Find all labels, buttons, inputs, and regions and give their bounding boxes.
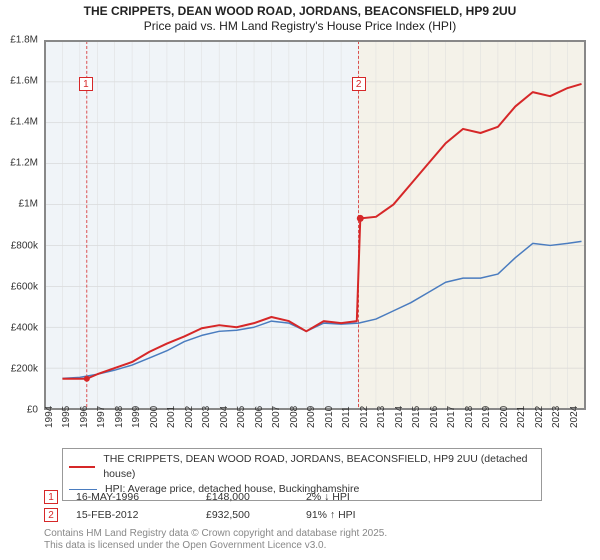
chart-marker-box: 1 [79,77,93,91]
x-tick-label: 2009 [306,406,317,428]
x-tick-label: 2024 [569,406,580,428]
x-tick-label: 2004 [219,406,230,428]
x-tick-label: 1994 [44,406,55,428]
y-axis-labels: £0£200k£400k£600k£800k£1M£1.2M£1.4M£1.6M… [0,40,42,410]
y-tick-label: £400k [11,322,38,333]
x-tick-label: 2015 [411,406,422,428]
x-tick-label: 2006 [254,406,265,428]
y-tick-label: £1.4M [10,117,38,128]
x-tick-label: 2011 [341,406,352,428]
chart-svg [44,40,586,410]
marker-table-box: 1 [44,490,58,504]
marker-date: 15-FEB-2012 [76,509,206,521]
legend-row: THE CRIPPETS, DEAN WOOD ROAD, JORDANS, B… [69,452,535,482]
marker-table-row: 1 16-MAY-1996£148,0002% ↓ HPI [44,488,436,506]
x-tick-label: 2000 [149,406,160,428]
x-tick-label: 1997 [96,406,107,428]
legend-swatch [69,466,95,468]
x-tick-label: 2021 [516,406,527,428]
y-tick-label: £1.6M [10,76,38,87]
marker-price: £148,000 [206,491,306,503]
y-tick-label: £600k [11,281,38,292]
x-axis-labels: 1994199519961997199819992000200120022003… [44,412,586,442]
marker-pct: 2% ↓ HPI [306,491,436,503]
x-tick-label: 1999 [131,406,142,428]
x-tick-label: 2007 [271,406,282,428]
y-tick-label: £0 [27,405,38,416]
chart-container: THE CRIPPETS, DEAN WOOD ROAD, JORDANS, B… [0,0,600,560]
y-tick-label: £200k [11,363,38,374]
y-tick-label: £1.2M [10,158,38,169]
chart-title-address: THE CRIPPETS, DEAN WOOD ROAD, JORDANS, B… [0,4,600,18]
x-tick-label: 1995 [61,406,72,428]
legend-label: THE CRIPPETS, DEAN WOOD ROAD, JORDANS, B… [103,452,535,482]
chart-subtitle: Price paid vs. HM Land Registry's House … [0,19,600,33]
marker-pct: 91% ↑ HPI [306,509,436,521]
marker-price: £932,500 [206,509,306,521]
x-tick-label: 1998 [114,406,125,428]
x-tick-label: 2008 [289,406,300,428]
x-tick-label: 2012 [359,406,370,428]
x-tick-label: 2010 [324,406,335,428]
x-tick-label: 2017 [446,406,457,428]
x-tick-label: 1996 [79,406,90,428]
x-tick-label: 2022 [534,406,545,428]
x-tick-label: 2019 [481,406,492,428]
x-tick-label: 2003 [201,406,212,428]
x-tick-label: 2020 [499,406,510,428]
y-tick-label: £1.8M [10,35,38,46]
chart-plot-area: 12 [44,40,586,410]
marker-data-table: 1 16-MAY-1996£148,0002% ↓ HPI 2 15-FEB-2012… [44,488,436,524]
x-tick-label: 2018 [464,406,475,428]
footer-line-2: This data is licensed under the Open Gov… [44,540,387,552]
x-tick-label: 2013 [376,406,387,428]
marker-table-box: 2 [44,508,58,522]
y-tick-label: £1M [19,199,38,210]
chart-marker-box: 2 [352,77,366,91]
x-tick-label: 2023 [551,406,562,428]
x-tick-label: 2016 [429,406,440,428]
title-block: THE CRIPPETS, DEAN WOOD ROAD, JORDANS, B… [0,0,600,33]
x-tick-label: 2001 [166,406,177,428]
chart-footer: Contains HM Land Registry data © Crown c… [44,528,387,552]
marker-date: 16-MAY-1996 [76,491,206,503]
x-tick-label: 2014 [394,406,405,428]
footer-line-1: Contains HM Land Registry data © Crown c… [44,528,387,540]
x-tick-label: 2002 [184,406,195,428]
marker-table-row: 2 15-FEB-2012£932,50091% ↑ HPI [44,506,436,524]
y-tick-label: £800k [11,240,38,251]
x-tick-label: 2005 [236,406,247,428]
